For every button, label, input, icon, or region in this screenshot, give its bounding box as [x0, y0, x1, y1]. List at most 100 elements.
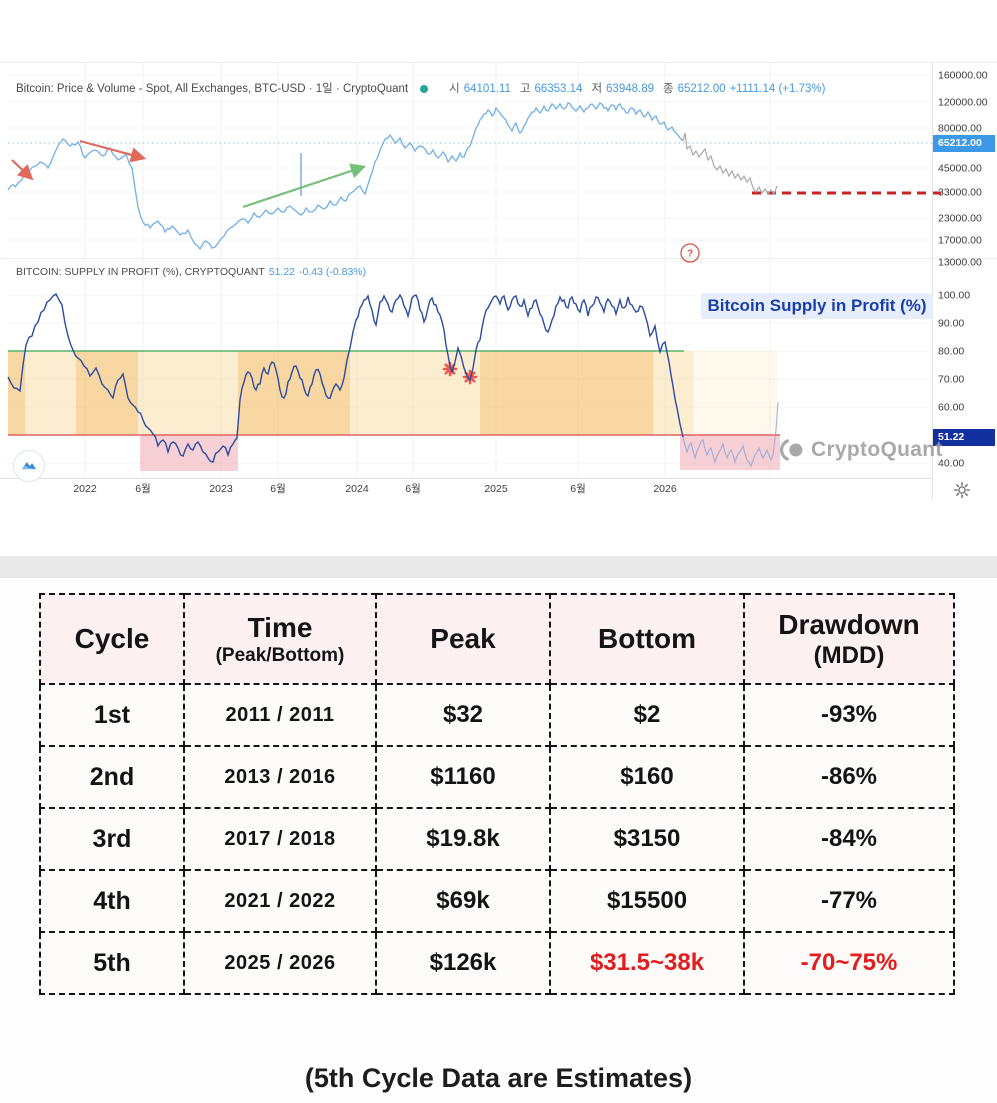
cycle-table-section: Cycle Time (Peak/Bottom) Peak Bottom Drawdown… — [0, 578, 997, 1103]
burst-marker — [442, 361, 458, 377]
x-axis-tick: 2026 — [653, 483, 677, 495]
table-row: 2nd 2013 / 2016 $1160 $160 -86% — [39, 745, 955, 809]
y-axis-tick: 45000.00 — [938, 163, 982, 175]
cell-r0-c4: -93% — [743, 683, 955, 747]
ohlc-open-value: 64101.11 — [463, 83, 511, 95]
cryptoquant-chart-panel: 2022 6월 2023 6월 2024 6월 2025 6월 2026 160000.00 120… — [0, 0, 997, 520]
chart-canvas[interactable]: 2022 6월 2023 6월 2024 6월 2025 6월 2026 160000.00 120… — [0, 0, 997, 520]
x-axis-tick: 2025 — [484, 483, 508, 495]
x-axis-tick: 2022 — [73, 483, 97, 495]
cell-r3-c0: 4th — [39, 869, 185, 933]
cell-r2-c1: 2017 / 2018 — [183, 807, 377, 871]
col-header-peak: Peak — [375, 593, 551, 685]
question-circle — [680, 243, 700, 263]
y-axis-tick: 80.00 — [938, 346, 964, 358]
cycle-comparison-table: Cycle Time (Peak/Bottom) Peak Bottom Drawdown… — [39, 593, 955, 995]
y-axis-tick: 23000.00 — [938, 213, 982, 225]
live-status-dot-icon — [420, 85, 429, 93]
supply-pane-title: BITCOIN: SUPPLY IN PROFIT (%), CRYPTOQUA… — [16, 266, 265, 278]
table-row: 3rd 2017 / 2018 $19.8k $3150 -84% — [39, 807, 955, 871]
table-row: 4th 2021 / 2022 $69k $15500 -77% — [39, 869, 955, 933]
x-axis-tick: 6월 — [270, 483, 286, 495]
price-pane-title: Bitcoin: Price & Volume - Spot, All Exch… — [16, 83, 409, 95]
section-divider — [0, 556, 997, 578]
y-axis-tick: 100.00 — [938, 290, 970, 302]
y-axis-tick: 70.00 — [938, 374, 964, 386]
supply-pane-header: BITCOIN: SUPPLY IN PROFIT (%), CRYPTOQUA… — [16, 266, 366, 278]
ohlc-open-label: 시 — [449, 83, 460, 95]
col-header-time: Time (Peak/Bottom) — [183, 593, 377, 685]
ohlc-low-label: 저 — [591, 83, 603, 95]
table-row: 5th 2025 / 2026 $126k $31.5~38k -70~75% — [39, 931, 955, 995]
cell-r0-c0: 1st — [39, 683, 185, 747]
y-axis-tick: 33000.00 — [938, 187, 982, 199]
y-axis-tick: 60.00 — [938, 402, 964, 414]
y-axis-tick: 13000.00 — [938, 257, 982, 269]
cryptoquant-logo-icon — [779, 438, 803, 462]
price-change-value: +1111.14 (+1.73%) — [729, 83, 826, 95]
cell-r0-c2: $32 — [375, 683, 551, 747]
cell-r2-c4: -84% — [743, 807, 955, 871]
supply-change-value: -0.43 (-0.83%) — [299, 266, 367, 278]
ohlc-high-value: 66353.14 — [534, 83, 583, 95]
question-mark: ? — [687, 249, 693, 260]
table-row: 1st 2011 / 2011 $32 $2 -93% — [39, 683, 955, 747]
ohlc-high-label: 고 — [519, 83, 531, 95]
supply-value: 51.22 — [268, 266, 296, 278]
cryptoquant-watermark: CryptoQuant — [779, 438, 943, 462]
cell-r1-c3: $160 — [549, 745, 745, 809]
red-trend-arrow — [11, 159, 34, 181]
cell-r1-c4: -86% — [743, 745, 955, 809]
ohlc-low-value: 63948.89 — [606, 83, 654, 95]
col-header-drawdown: Drawdown (MDD) — [743, 593, 955, 685]
cell-r4-c4: -70~75% — [743, 931, 955, 995]
supply-in-profit-label: Bitcoin Supply in Profit (%) — [701, 293, 933, 319]
col-header-bottom: Bottom — [549, 593, 745, 685]
cell-r1-c2: $1160 — [375, 745, 551, 809]
cell-r4-c2: $126k — [375, 931, 551, 995]
y-axis-tick: 40.00 — [938, 458, 964, 470]
x-axis-tick: 6월 — [135, 483, 151, 495]
price-line — [7, 102, 684, 251]
red-trend-arrow — [79, 139, 147, 163]
cell-r4-c1: 2025 / 2026 — [183, 931, 377, 995]
col-header-cycle: Cycle — [39, 593, 185, 685]
cell-r1-c1: 2013 / 2016 — [183, 745, 377, 809]
cell-r3-c4: -77% — [743, 869, 955, 933]
x-axis-tick: 6월 — [570, 483, 586, 495]
chart-provider-logo[interactable] — [13, 450, 45, 482]
watermark-text: CryptoQuant — [811, 438, 943, 461]
table-caption: (5th Cycle Data are Estimates) — [304, 1063, 693, 1093]
cell-r3-c2: $69k — [375, 869, 551, 933]
supply-projection-line — [682, 401, 779, 468]
supply-band — [8, 351, 693, 435]
cell-r4-c3: $31.5~38k — [549, 931, 745, 995]
col-subheader: (MDD) — [813, 641, 885, 669]
x-axis-tick: 2023 — [209, 483, 233, 495]
supply-band — [238, 351, 350, 435]
supply-axis-tag: 51.22 — [933, 429, 995, 446]
supply-band — [76, 351, 138, 435]
cycle-table-body: 1st 2011 / 2011 $32 $2 -93% 2nd 2013 / 2016 $11… — [39, 683, 955, 995]
supply-band — [140, 435, 238, 471]
cell-r3-c1: 2021 / 2022 — [183, 869, 377, 933]
col-subheader: (Peak/Bottom) — [215, 644, 345, 666]
y-axis-tick: 120000.00 — [938, 97, 988, 109]
cell-r1-c0: 2nd — [39, 745, 185, 809]
cell-r3-c3: $15500 — [549, 869, 745, 933]
y-axis-tick: 80000.00 — [938, 123, 982, 135]
cell-r2-c3: $3150 — [549, 807, 745, 871]
ohlc-close-value: 65212.00 — [677, 83, 726, 95]
green-trend-arrow — [242, 163, 367, 209]
supply-line — [7, 292, 684, 463]
cell-r2-c2: $19.8k — [375, 807, 551, 871]
cell-r0-c3: $2 — [549, 683, 745, 747]
y-axis-tick: 90.00 — [938, 318, 964, 330]
settings-gear-icon[interactable] — [953, 481, 971, 499]
supply-band — [8, 351, 25, 435]
x-axis-tick: 2024 — [345, 483, 369, 495]
price-pane-header: Bitcoin: Price & Volume - Spot, All Exch… — [16, 80, 825, 96]
cell-r4-c0: 5th — [39, 931, 185, 995]
supply-band — [480, 351, 653, 435]
cell-r2-c0: 3rd — [39, 807, 185, 871]
